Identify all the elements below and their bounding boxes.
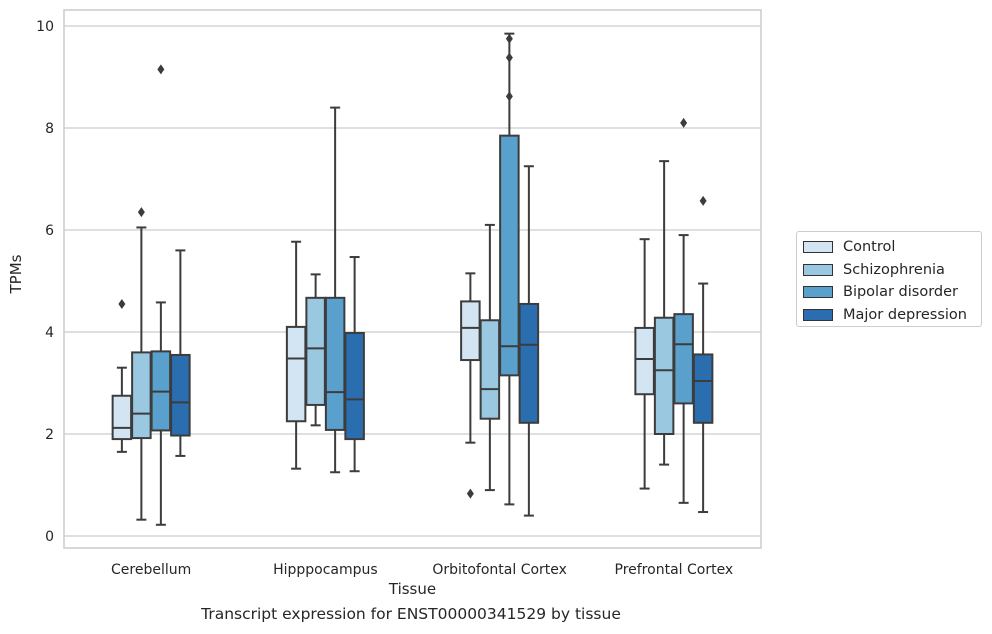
legend-label: Schizophrenia	[843, 261, 945, 278]
box-3-3	[692, 195, 714, 514]
y-tick-label: 10	[36, 19, 54, 35]
box-body	[344, 332, 365, 441]
y-tick-label: 2	[45, 427, 54, 443]
plot-area	[64, 10, 761, 548]
outlier-point	[505, 91, 513, 102]
outlier-point	[137, 207, 145, 218]
legend-swatch	[803, 241, 833, 254]
outlier-point	[157, 64, 165, 75]
box-body	[479, 319, 501, 420]
box-body	[305, 296, 326, 406]
legend-swatch	[803, 308, 833, 321]
y-tick-label: 4	[45, 325, 54, 341]
x-axis-label: Tissue	[388, 580, 436, 598]
box-1-1	[305, 273, 326, 427]
box-3-0	[634, 238, 655, 490]
box-body	[170, 353, 191, 437]
box-body	[131, 351, 152, 440]
legend: Control Schizophrenia Bipolar disorder Majo…	[796, 231, 982, 327]
box-0-3	[170, 249, 191, 457]
box-body	[518, 302, 540, 424]
box-body	[673, 313, 694, 405]
box-2-3	[518, 165, 540, 517]
box-body	[692, 353, 714, 424]
box-3-2	[673, 117, 694, 504]
outlier-point	[118, 298, 126, 309]
legend-swatch	[803, 286, 833, 299]
outlier-point	[680, 117, 688, 128]
legend-item: Bipolar disorder	[803, 281, 981, 304]
legend-label: Control	[843, 239, 896, 256]
box-1-3	[344, 256, 365, 473]
legend-item: Control	[803, 236, 981, 259]
legend-label: Bipolar disorder	[843, 284, 958, 301]
box-2-2	[499, 32, 520, 506]
outlier-point	[466, 488, 474, 499]
outlier-point	[505, 33, 513, 44]
box-body	[634, 326, 655, 396]
chart-caption: Transcript expression for ENST0000034152…	[201, 605, 621, 623]
legend-label: Major depression	[843, 306, 967, 323]
y-tick-label: 0	[45, 529, 54, 545]
x-tick-label: Orbitofontal Cortex	[432, 562, 567, 578]
x-tick-label: Prefrontal Cortex	[615, 562, 734, 578]
box-0-1	[131, 207, 152, 521]
legend-item: Major depression	[803, 304, 981, 327]
box-body	[499, 134, 520, 377]
plot-frame	[63, 9, 762, 549]
box-body	[285, 325, 307, 423]
x-tick-label: Hipppocampus	[273, 562, 378, 578]
legend-item: Schizophrenia	[803, 259, 981, 282]
box-1-2	[324, 106, 346, 474]
x-tick-label: Cerebellum	[111, 562, 191, 578]
y-tick-label: 8	[45, 121, 54, 137]
box-body	[324, 296, 346, 431]
y-axis-label: TPMs	[7, 254, 25, 294]
y-tick-label: 6	[45, 223, 54, 239]
legend-swatch	[803, 263, 833, 276]
box-body	[460, 300, 481, 362]
box-2-1	[479, 223, 501, 492]
outlier-point	[699, 195, 707, 206]
box-body	[653, 316, 675, 435]
box-2-0	[460, 272, 481, 499]
outlier-point	[505, 52, 513, 63]
box-body	[111, 394, 133, 441]
